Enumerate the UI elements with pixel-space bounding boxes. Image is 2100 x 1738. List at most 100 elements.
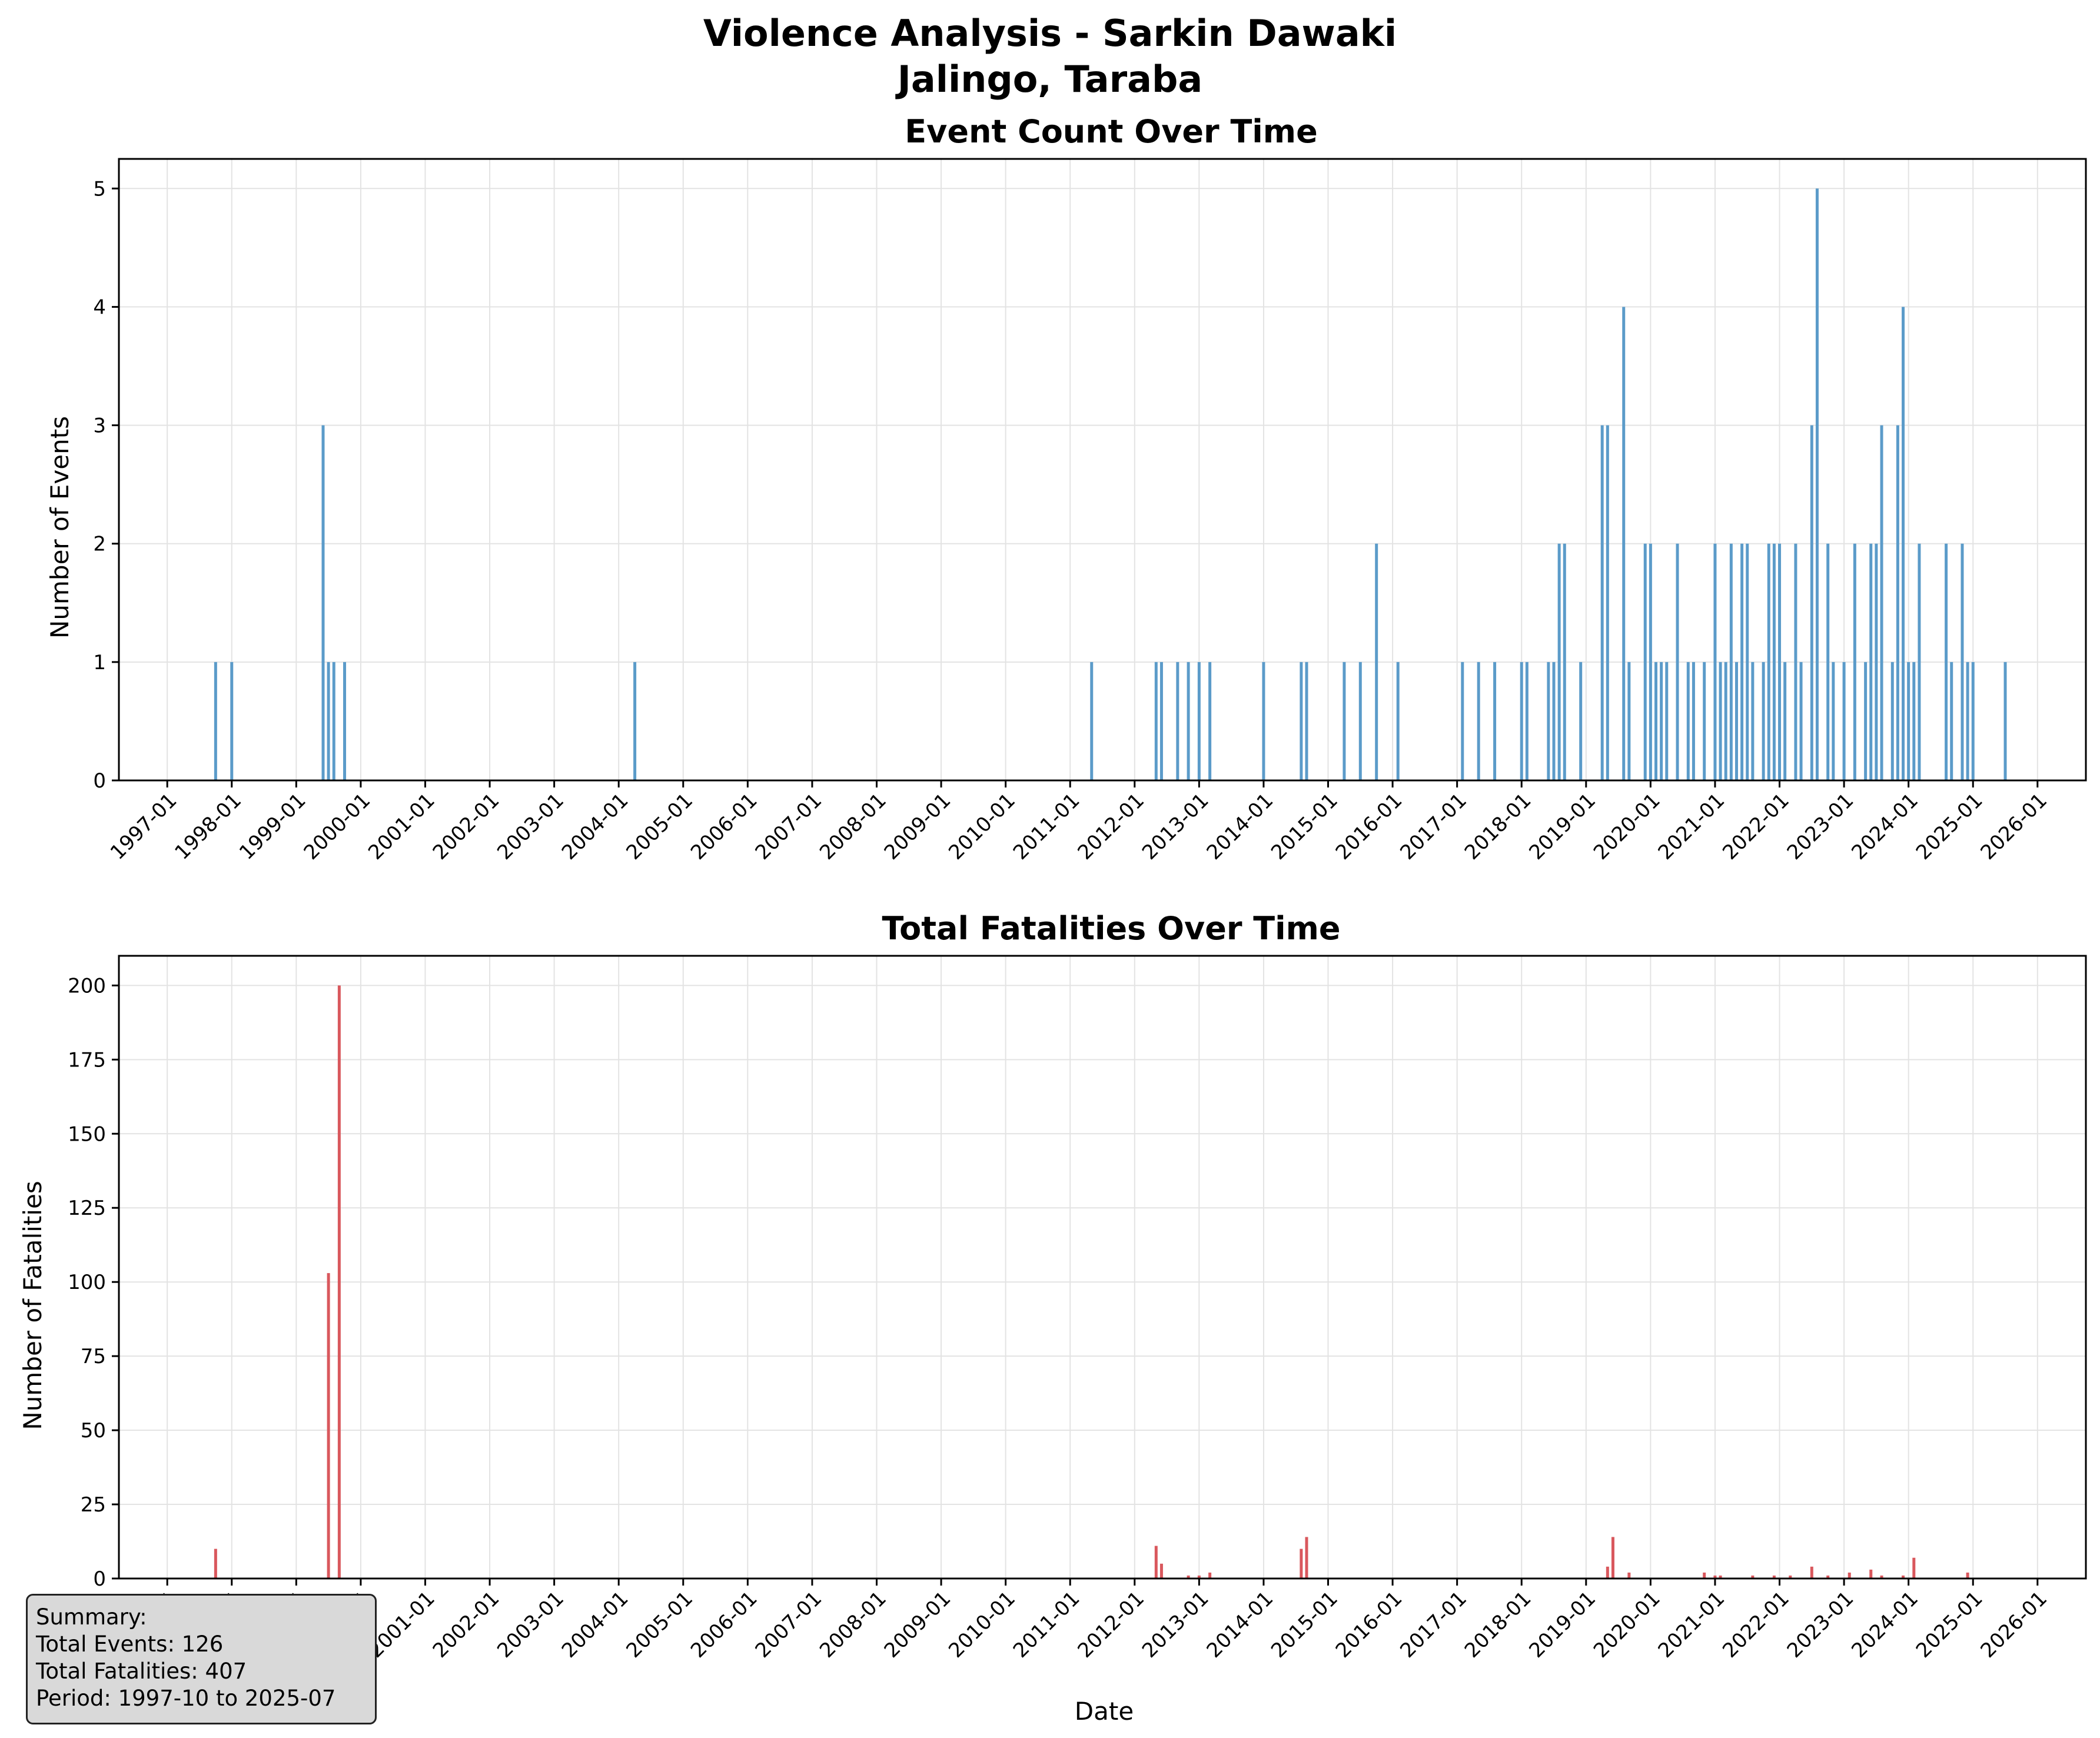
- event-count-bar: [1600, 425, 1604, 780]
- fatalities-x-tick-label: 2005-01: [622, 1587, 697, 1663]
- fatalities-x-tick-label: 2026-01: [1976, 1587, 2052, 1663]
- event-count-bar: [1961, 543, 1964, 780]
- event-count-x-tick-label: 2024-01: [1847, 789, 1923, 865]
- event-count-x-tick-label: 1998-01: [170, 789, 246, 865]
- fatalities-x-tick-label: 2024-01: [1847, 1587, 1923, 1663]
- fatalities-bar: [1611, 1537, 1614, 1579]
- event-count-y-tick-label: 3: [93, 414, 106, 438]
- event-count-bar: [1477, 662, 1480, 780]
- fatalities-y-tick-label: 175: [68, 1048, 106, 1072]
- event-count-bar: [1880, 425, 1883, 780]
- fatalities-x-tick-label: 2014-01: [1202, 1587, 1278, 1663]
- event-count-x-tick-label: 2015-01: [1267, 789, 1343, 865]
- fatalities-x-tick-label: 2016-01: [1331, 1587, 1407, 1663]
- fatalities-x-tick-label: 2018-01: [1460, 1587, 1536, 1663]
- event-count-x-tick-label: 2014-01: [1202, 789, 1278, 865]
- fatalities-bar: [1966, 1572, 1969, 1579]
- event-count-bar: [1627, 662, 1631, 780]
- fatalities-x-tick-label: 2007-01: [751, 1587, 827, 1663]
- fatalities-bar: [1751, 1575, 1755, 1579]
- fatalities-plot-frame: [118, 955, 2087, 1580]
- event-count-bar: [1187, 662, 1190, 780]
- fatalities-bar: [1187, 1575, 1190, 1579]
- event-count-bar: [1902, 307, 1905, 780]
- event-count-bar: [1740, 543, 1744, 780]
- event-count-bar: [1552, 662, 1556, 780]
- event-count-bar: [1907, 662, 1910, 780]
- event-count-bar: [1493, 662, 1497, 780]
- event-count-y-axis-label: Number of Events: [45, 416, 74, 639]
- event-count-bar: [1724, 662, 1727, 780]
- fatalities-bar: [1606, 1566, 1609, 1579]
- event-count-bar: [1660, 662, 1663, 780]
- fatalities-x-tick-label: 2021-01: [1654, 1587, 1730, 1663]
- fatalities-bar: [1810, 1566, 1813, 1579]
- fatalities-x-tick-label: 2023-01: [1783, 1587, 1859, 1663]
- fatalities-bar: [1154, 1546, 1158, 1579]
- event-count-y-tick-label: 0: [93, 769, 106, 793]
- fatalities-bar: [1197, 1575, 1201, 1579]
- event-count-bar: [1864, 662, 1868, 780]
- event-count-bar: [1842, 662, 1846, 780]
- event-count-chart: Event Count Over Time Number of Events 0…: [45, 113, 2087, 865]
- event-count-bar: [1396, 662, 1400, 780]
- fatalities-y-axis-label: Number of Fatalities: [18, 1181, 47, 1430]
- event-count-bar: [1525, 662, 1529, 780]
- event-count-bar: [1643, 543, 1647, 780]
- fatalities-bar: [1713, 1575, 1717, 1579]
- event-count-x-tick-label: 2011-01: [1009, 789, 1085, 865]
- event-count-bar: [1176, 662, 1179, 780]
- summary-total-fatalities: Total Fatalities: 407: [36, 1659, 247, 1684]
- event-count-bar: [1208, 662, 1212, 780]
- fatalities-x-tick-label: 2019-01: [1524, 1587, 1600, 1663]
- event-count-bar: [1343, 662, 1346, 780]
- event-count-bar: [343, 662, 347, 780]
- fatalities-y-tick-label: 125: [68, 1197, 106, 1220]
- fatalities-y-tick-label: 0: [93, 1567, 106, 1591]
- event-count-bar: [1654, 662, 1658, 780]
- event-count-bar: [1971, 662, 1975, 780]
- fatalities-chart-title: Total Fatalities Over Time: [882, 910, 1340, 947]
- event-count-y-tick-label: 1: [93, 651, 106, 674]
- fatalities-bar: [1300, 1548, 1303, 1579]
- summary-heading: Summary:: [36, 1604, 147, 1630]
- event-count-bar: [1358, 662, 1362, 780]
- event-count-x-tick-label: 1999-01: [235, 789, 311, 865]
- fatalities-bars: [214, 985, 1969, 1579]
- fatalities-grid: [119, 956, 2086, 1579]
- event-count-bar: [321, 425, 325, 780]
- event-count-x-tick-label: 2017-01: [1395, 789, 1471, 865]
- fatalities-y-tick-label: 100: [68, 1271, 106, 1294]
- event-count-bar: [1692, 662, 1695, 780]
- event-count-bar: [1751, 662, 1755, 780]
- event-count-bar: [332, 662, 335, 780]
- event-count-x-tick-label: 2012-01: [1073, 789, 1149, 865]
- event-count-bar: [1772, 543, 1776, 780]
- event-count-bar: [1649, 543, 1652, 780]
- fatalities-x-tick-label: 2009-01: [880, 1587, 956, 1663]
- event-count-bar: [1853, 543, 1856, 780]
- event-count-bar: [1159, 662, 1163, 780]
- event-count-x-tick-label: 2005-01: [622, 789, 697, 865]
- event-count-bar: [327, 662, 330, 780]
- figure-title-line2: Jalingo, Taraba: [895, 58, 1202, 101]
- event-count-x-tick-label: 2025-01: [1912, 789, 1988, 865]
- event-count-bar: [1896, 425, 1899, 780]
- event-count-x-tick-label: 2009-01: [880, 789, 956, 865]
- event-count-x-tick-label: 2004-01: [557, 789, 633, 865]
- fatalities-x-tick-label: 2003-01: [493, 1587, 569, 1663]
- event-count-bar: [1703, 662, 1706, 780]
- fatalities-x-tick-label: 2022-01: [1718, 1587, 1794, 1663]
- summary-box: Summary: Total Events: 126 Total Fatalit…: [26, 1594, 377, 1724]
- event-count-bar: [1557, 543, 1561, 780]
- event-count-bar: [1676, 543, 1679, 780]
- event-count-bar: [1305, 662, 1308, 780]
- fatalities-bar: [1880, 1575, 1883, 1579]
- fatalities-bar: [1305, 1537, 1308, 1579]
- event-count-bar: [1810, 425, 1813, 780]
- fatalities-x-tick-label: 2013-01: [1138, 1587, 1214, 1663]
- event-count-bar: [1262, 662, 1265, 780]
- event-count-bar: [230, 662, 234, 780]
- event-count-bar: [1950, 662, 1953, 780]
